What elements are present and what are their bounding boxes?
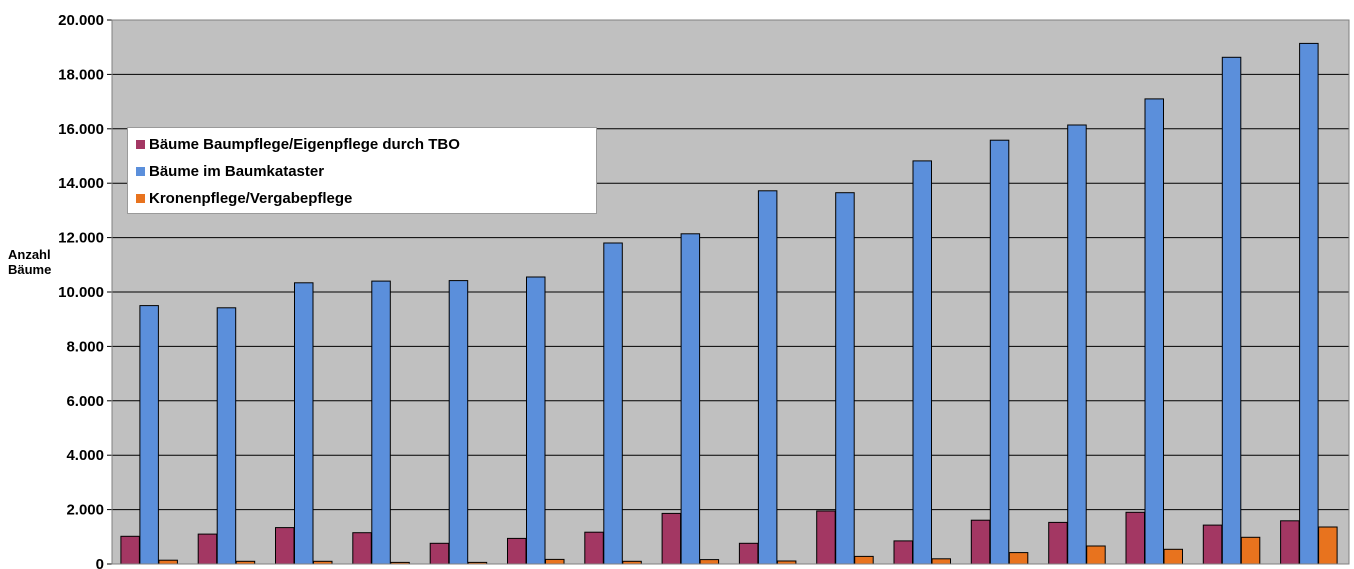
y-tick-label-3: 6.000 [66, 393, 104, 410]
bar-baumpflege-3 [275, 527, 295, 565]
bar-kronenpflege-16 [1318, 526, 1338, 565]
bar-baumpflege-15 [1202, 524, 1223, 565]
bar-baumkataster-3 [294, 282, 314, 565]
bar-baumpflege-4 [352, 532, 372, 565]
bars [120, 42, 1338, 565]
bar-baumkataster-11 [912, 160, 932, 565]
bar-baumkataster-8 [680, 233, 701, 565]
y-axis-ticks: 0 2.000 4.000 6.000 8.000 10.000 12.000 14.000 1… [58, 12, 112, 569]
y-tick-label-10: 20.000 [58, 12, 104, 29]
bar-baumkataster-14 [1144, 98, 1164, 565]
bar-baumpflege-9 [738, 542, 759, 565]
bar-baumkataster-16 [1299, 42, 1319, 565]
bar-kronenpflege-13 [1086, 545, 1106, 565]
y-axis-label-line-1: Anzahl [8, 247, 51, 262]
bar-baumkataster-7 [603, 242, 623, 565]
bar-baumkataster-9 [757, 190, 778, 565]
bar-baumkataster-13 [1067, 124, 1087, 565]
y-tick-label-6: 12.000 [58, 230, 104, 247]
bar-baumkataster-6 [526, 276, 546, 565]
legend-label-baumpflege: Bäume Baumpflege/Eigenpflege durch TBO [149, 136, 460, 153]
bar-baumpflege-5 [429, 542, 450, 565]
y-tick-label-2: 4.000 [66, 447, 104, 464]
bar-kronenpflege-12 [1008, 552, 1029, 565]
bar-kronenpflege-15 [1240, 536, 1261, 565]
bar-kronenpflege-6 [545, 558, 565, 565]
y-tick-label-9: 18.000 [58, 66, 104, 83]
bar-kronenpflege-1 [158, 559, 178, 565]
legend-item-baumkataster: Bäume im Baumkataster [136, 163, 324, 180]
bar-baumpflege-8 [661, 512, 682, 565]
bar-baumkataster-10 [835, 192, 855, 565]
bar-kronenpflege-11 [931, 558, 951, 565]
bar-baumkataster-12 [989, 139, 1010, 565]
bar-kronenpflege-10 [854, 555, 874, 565]
bar-baumpflege-6 [507, 537, 527, 565]
plot-border [111, 19, 1350, 565]
y-axis-label-line-2: Bäume [8, 262, 51, 277]
y-tick-label-4: 8.000 [66, 338, 104, 355]
legend-swatch-kronenpflege [136, 194, 145, 203]
bar-baumpflege-10 [816, 510, 836, 565]
y-tick-label-7: 14.000 [58, 175, 104, 192]
y-tick-label-0: 0 [96, 556, 104, 569]
bar-baumkataster-4 [371, 280, 391, 565]
legend-swatch-baumpflege [136, 140, 145, 149]
legend: Bäume Baumpflege/Eigenpflege durch TBO B… [127, 127, 597, 214]
bar-kronenpflege-8 [699, 559, 720, 565]
bar-baumpflege-16 [1280, 520, 1300, 565]
y-tick-label-5: 10.000 [58, 284, 104, 301]
bar-baumpflege-13 [1048, 521, 1068, 565]
bar-baumpflege-2 [197, 533, 218, 565]
bar-baumpflege-14 [1125, 511, 1145, 565]
legend-item-kronenpflege: Kronenpflege/Vergabepflege [136, 190, 352, 207]
bar-kronenpflege-14 [1163, 548, 1183, 565]
bar-baumkataster-15 [1221, 56, 1242, 565]
bar-baumpflege-7 [584, 531, 604, 565]
legend-label-baumkataster: Bäume im Baumkataster [149, 163, 325, 180]
legend-swatch-baumkataster [136, 167, 145, 176]
bar-baumpflege-12 [970, 519, 991, 565]
y-tick-label-1: 2.000 [66, 502, 104, 519]
y-tick-label-8: 16.000 [58, 121, 104, 138]
bar-baumkataster-2 [216, 307, 237, 565]
legend-item-baumpflege: Bäume Baumpflege/Eigenpflege durch TBO [136, 136, 460, 153]
bar-baumkataster-5 [448, 280, 469, 565]
bar-baumkataster-1 [139, 305, 159, 565]
legend-label-kronenpflege: Kronenpflege/Vergabepflege [149, 190, 353, 207]
bar-baumpflege-11 [893, 540, 913, 565]
bar-baumpflege-1 [120, 535, 140, 565]
